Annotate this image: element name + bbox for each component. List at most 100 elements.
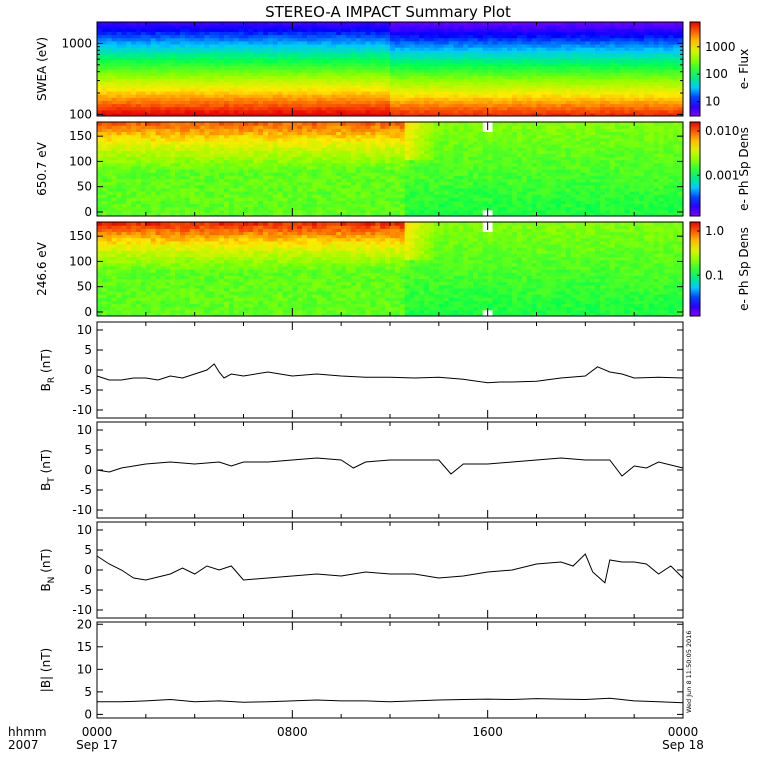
heatmap-cell (321, 75, 328, 79)
heatmap-cell (136, 169, 142, 173)
heatmap-cell (140, 78, 147, 83)
heatmap-cell (243, 97, 249, 101)
heatmap-cell (282, 125, 289, 129)
heatmap-cell (184, 31, 191, 36)
heatmap-cell (390, 81, 396, 86)
heatmap-cell (160, 147, 166, 151)
heatmap-cell (565, 22, 572, 26)
heatmap-cell (131, 200, 137, 205)
heatmap-cell (526, 90, 533, 95)
heatmap-cell (214, 109, 220, 114)
heatmap-cell (648, 87, 655, 92)
heatmap-cell (140, 131, 147, 136)
heatmap-cell (653, 103, 660, 108)
heatmap-cell (448, 53, 455, 58)
heatmap-cell (570, 90, 577, 95)
heatmap-cell (370, 40, 376, 45)
heatmap-cell (653, 87, 660, 92)
heatmap-cell (609, 75, 616, 79)
heatmap-cell (394, 59, 401, 64)
heatmap-cell (101, 62, 108, 67)
heatmap-cell (609, 72, 616, 76)
heatmap-cell (453, 40, 459, 45)
heatmap-cell (170, 172, 176, 176)
heatmap-cell (267, 78, 274, 83)
heatmap-cell (375, 75, 381, 79)
heatmap-cell (292, 56, 298, 61)
heatmap-cell (136, 137, 142, 142)
heatmap-cell (326, 69, 332, 73)
heatmap-cell (267, 165, 274, 170)
heatmap-cell (355, 25, 362, 29)
heatmap-cell (253, 75, 259, 79)
heatmap-cell (272, 209, 279, 214)
heatmap-cell (272, 181, 279, 186)
heatmap-cell (175, 97, 181, 101)
heatmap-cell (302, 137, 308, 142)
heatmap-cell (272, 178, 279, 183)
heatmap-cell (277, 87, 284, 92)
heatmap-cell (189, 187, 196, 192)
heatmap-cell (507, 59, 513, 64)
heatmap-cell (263, 106, 269, 111)
heatmap-cell (121, 181, 127, 186)
heatmap-cell (277, 43, 284, 48)
heatmap-cell (516, 75, 523, 79)
heatmap-cell (282, 87, 289, 92)
heatmap-cell (267, 209, 274, 214)
heatmap-cell (507, 84, 513, 89)
heatmap-cell (292, 84, 298, 89)
heatmap-cell (121, 143, 127, 148)
heatmap-cell (497, 100, 503, 105)
heatmap-cell (243, 109, 249, 114)
heatmap-cell (541, 94, 547, 98)
heatmap-cell (165, 137, 171, 142)
heatmap-cell (404, 40, 411, 45)
heatmap-cell (131, 212, 137, 216)
heatmap-cell (385, 87, 391, 92)
heatmap-cell (585, 69, 591, 73)
heatmap-cell (306, 72, 313, 76)
heatmap-cell (101, 75, 108, 79)
heatmap-cell (219, 112, 225, 116)
heatmap-cell (507, 69, 513, 73)
heatmap-cell (180, 22, 186, 26)
heatmap-cell (463, 112, 469, 116)
heatmap-cell (336, 37, 342, 42)
heatmap-cell (482, 62, 489, 67)
heatmap-cell (477, 112, 484, 116)
heatmap-cell (424, 72, 430, 76)
heatmap-cell (585, 59, 591, 64)
heatmap-cell (194, 143, 201, 148)
heatmap-cell (604, 72, 611, 76)
heatmap-cell (512, 47, 518, 51)
heatmap-cell (350, 53, 357, 58)
heatmap-cell (346, 59, 352, 64)
heatmap-cell (258, 112, 264, 116)
heatmap-cell (385, 103, 391, 108)
heatmap-cell (634, 81, 640, 86)
heatmap-cell (282, 175, 289, 179)
heatmap-cell (199, 212, 206, 216)
heatmap-cell (663, 22, 669, 26)
heatmap-cell (170, 109, 176, 114)
heatmap-cell (477, 69, 484, 73)
heatmap-cell (277, 47, 284, 51)
heatmap-cell (136, 143, 142, 148)
heatmap-cell (663, 69, 669, 73)
heatmap-cell (639, 62, 645, 67)
heatmap-cell (204, 131, 210, 136)
heatmap-cell (165, 194, 171, 198)
heatmap-cell (145, 134, 152, 139)
heatmap-cell (497, 65, 503, 70)
heatmap-cell (126, 75, 132, 79)
heatmap-cell (336, 81, 342, 86)
heatmap-cell (599, 43, 606, 48)
heatmap-cell (263, 50, 269, 54)
heatmap-cell (204, 28, 210, 32)
heatmap-cell (165, 78, 171, 83)
heatmap-cell (219, 140, 225, 145)
heatmap-cell (380, 28, 386, 32)
heatmap-cell (272, 109, 279, 114)
heatmap-cell (297, 162, 303, 167)
